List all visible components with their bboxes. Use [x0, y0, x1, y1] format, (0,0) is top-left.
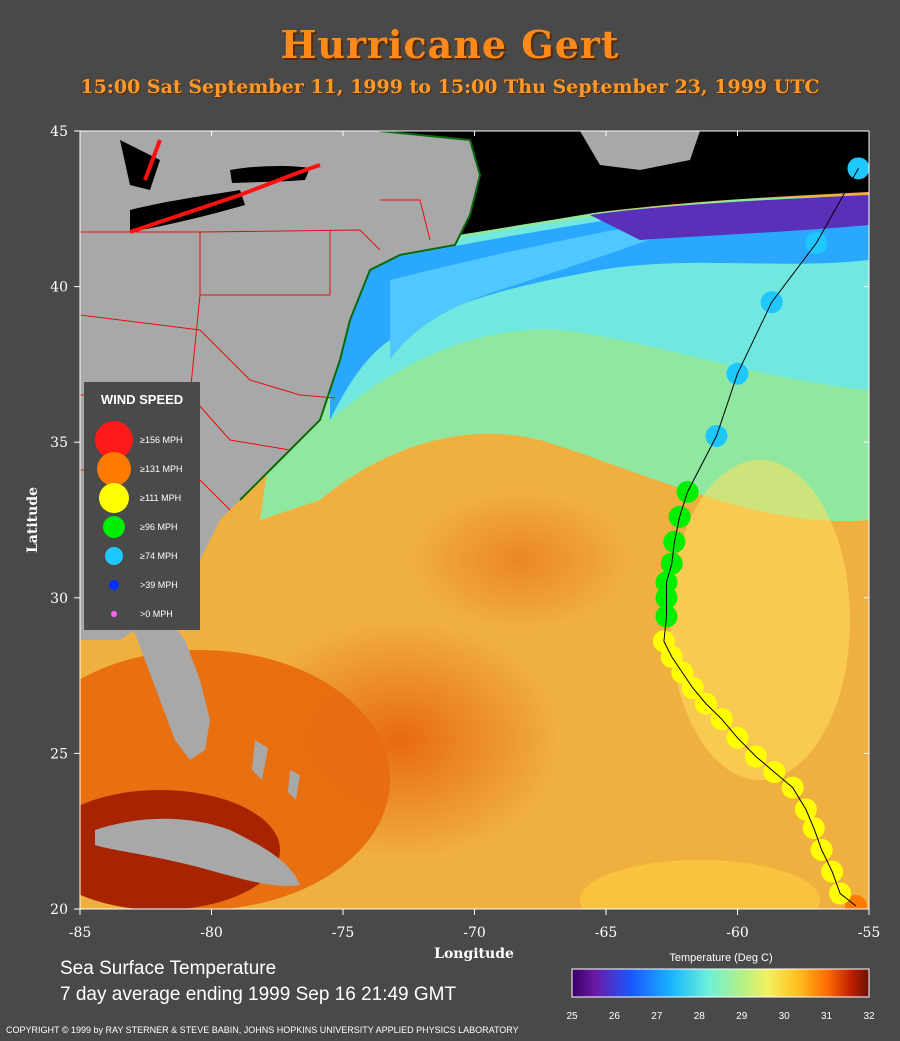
y-tick-label: 30: [50, 591, 68, 607]
sst-yellow-east: [670, 460, 850, 780]
y-tick-label: 20: [50, 902, 68, 918]
legend-label: ≥74 MPH: [140, 551, 178, 561]
x-tick-label: -75: [332, 925, 355, 941]
legend-label: >39 MPH: [140, 580, 178, 590]
legend-dot: [103, 516, 125, 538]
colorbar-tick-label: 32: [863, 1011, 875, 1022]
map-title: Hurricane Gert: [280, 22, 620, 67]
legend-item: ≥96 MPH: [84, 513, 200, 541]
colorbar-title: Temperature (Deg C): [669, 952, 773, 964]
colorbar-tick-label: 27: [651, 1011, 663, 1022]
wind-speed-legend: WIND SPEED ≥156 MPH ≥131 MPH ≥111 MPH ≥96 M…: [84, 382, 200, 630]
legend-item: ≥111 MPH: [84, 483, 200, 513]
y-axis-label: Latitude: [25, 487, 41, 553]
legend-title: WIND SPEED: [100, 392, 184, 407]
legend-dot: [111, 611, 117, 617]
colorbar-tick-label: 25: [566, 1011, 578, 1022]
legend-label: ≥111 MPH: [140, 493, 182, 503]
lake-huron: [120, 140, 160, 190]
colorbar-ticks: 25 26 27 28 29 30 31 32: [566, 1011, 875, 1022]
x-tick-label: -80: [200, 925, 223, 941]
caption-line-2: 7 day average ending 1999 Sep 16 21:49 G…: [60, 984, 457, 1005]
y-axis-ticks: 45 40 35 30 25 20: [50, 124, 869, 918]
florida: [130, 610, 210, 760]
y-tick-label: 45: [50, 124, 68, 140]
x-tick-label: -60: [726, 925, 749, 941]
us-canada-border-2: [143, 139, 162, 181]
legend-label: ≥96 MPH: [140, 522, 178, 532]
copyright-notice: COPYRIGHT © 1999 by RAY STERNER & STEVE …: [6, 1025, 519, 1035]
hurricane-track-line: [663, 168, 859, 907]
legend-item: >39 MPH: [84, 571, 200, 599]
legend-dot: [109, 580, 119, 590]
x-tick-label: -65: [595, 925, 618, 941]
bahamas-island-2: [288, 770, 300, 800]
legend-dot: [97, 452, 131, 486]
legend-item: >0 MPH: [84, 600, 200, 628]
colorbar-tick-label: 29: [736, 1011, 748, 1022]
lake-ontario: [230, 165, 310, 183]
sst-warm-patch-2: [410, 490, 630, 630]
colorbar-tick-label: 28: [694, 1011, 706, 1022]
map-plot-area: [80, 131, 869, 909]
legend-dot: [99, 483, 129, 513]
colorbar-tick-label: 31: [821, 1011, 833, 1022]
sst-caption: Sea Surface Temperature 7 day average en…: [60, 956, 456, 1008]
colorbar-tick-label: 30: [779, 1011, 791, 1022]
sst-warm-atlantic: [240, 620, 560, 860]
x-tick-label: -70: [463, 925, 486, 941]
sst-band-blue: [330, 198, 869, 420]
east-coastline: [239, 131, 482, 501]
x-tick-label: -85: [69, 925, 92, 941]
sst-band-purple: [590, 195, 869, 240]
legend-label: ≥131 MPH: [140, 464, 183, 474]
colorbar-tick-label: 26: [609, 1011, 621, 1022]
legend-item: ≥74 MPH: [84, 542, 200, 570]
legend-label: >0 MPH: [140, 609, 173, 619]
legend-dot: [105, 547, 123, 565]
map-subtitle: 15:00 Sat September 11, 1999 to 15:00 Th…: [80, 76, 820, 98]
legend-item: ≥156 MPH: [84, 421, 200, 459]
sst-yellow-south: [580, 860, 820, 909]
legend-label: ≥156 MPH: [140, 435, 183, 445]
temperature-colorbar: [571, 968, 870, 998]
caption-line-1: Sea Surface Temperature: [60, 958, 277, 979]
bahamas-island-1: [252, 740, 268, 780]
legend-item: ≥131 MPH: [84, 452, 200, 486]
x-axis-ticks: -85 -80 -75 -70 -65 -60 -55: [69, 131, 881, 941]
sst-band-lightblue: [390, 220, 700, 360]
nova-scotia: [580, 131, 700, 170]
y-tick-label: 25: [50, 746, 68, 762]
x-axis-label: Longitude: [434, 946, 514, 962]
track-marker: [844, 894, 867, 909]
y-tick-label: 35: [50, 435, 68, 451]
x-tick-label: -55: [858, 925, 881, 941]
us-canada-border: [129, 163, 321, 234]
cuba: [95, 818, 300, 886]
y-tick-label: 40: [50, 280, 68, 296]
